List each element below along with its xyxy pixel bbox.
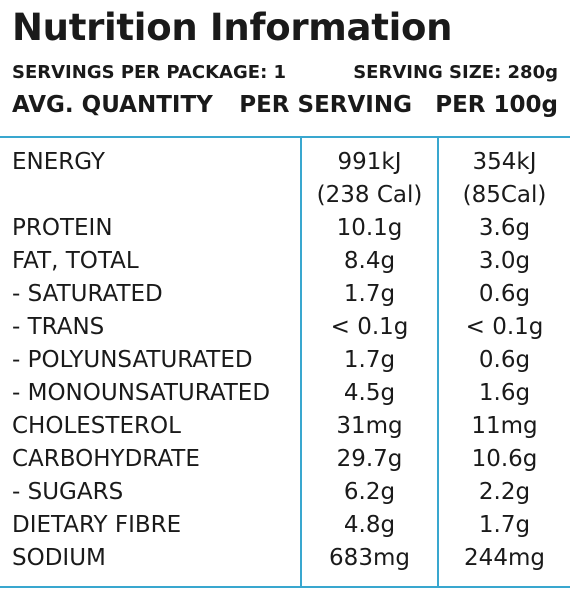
nutrient-name: - TRANS	[12, 314, 105, 340]
per-100g-value: 0.6g	[478, 281, 531, 307]
per-serving-value: 1.7g	[343, 281, 396, 307]
table-row: DIETARY FIBRE 4.8g 1.7g	[0, 509, 570, 542]
energy-100g-cal: (85Cal)	[462, 182, 547, 208]
nutrient-name: DIETARY FIBRE	[12, 512, 182, 538]
nutrient-name: - SATURATED	[12, 281, 163, 307]
nutrient-name: ENERGY	[12, 149, 105, 175]
per-serving-value: 29.7g	[336, 446, 403, 472]
table-row: CHOLESTEROL 31mg 11mg	[0, 410, 570, 443]
table-row: PROTEIN 10.1g 3.6g	[0, 212, 570, 245]
nutrient-name: CARBOHYDRATE	[12, 446, 200, 472]
table-row: - SATURATED 1.7g 0.6g	[0, 278, 570, 311]
per-100g-value: < 0.1g	[465, 314, 544, 340]
per-100g-value: 3.0g	[478, 248, 531, 274]
servings-per-package: SERVINGS PER PACKAGE: 1	[12, 62, 287, 83]
column-header-per-100g: PER 100g	[435, 92, 558, 118]
energy-100g-kj: 354kJ	[472, 149, 537, 175]
per-serving-value: 10.1g	[336, 215, 403, 241]
table-row: FAT, TOTAL 8.4g 3.0g	[0, 245, 570, 278]
nutrient-name: PROTEIN	[12, 215, 113, 241]
per-serving-value: 1.7g	[343, 347, 396, 373]
column-header-quantity: AVG. QUANTITY	[12, 92, 213, 118]
table-row: - TRANS < 0.1g < 0.1g	[0, 311, 570, 344]
per-serving-value: 4.8g	[343, 512, 396, 538]
per-serving-value: 991kJ (238 Cal)	[302, 146, 437, 212]
serving-size: SERVING SIZE: 280g	[353, 62, 558, 83]
per-100g-value: 354kJ (85Cal)	[439, 146, 570, 212]
nutrient-table: ENERGY 991kJ (238 Cal) 354kJ (85Cal) PRO…	[0, 146, 570, 575]
nutrient-name: CHOLESTEROL	[12, 413, 181, 439]
table-row: - SUGARS 6.2g 2.2g	[0, 476, 570, 509]
nutrient-name: SODIUM	[12, 545, 106, 571]
per-100g-value: 1.7g	[478, 512, 531, 538]
per-100g-value: 10.6g	[471, 446, 538, 472]
per-serving-value: 31mg	[336, 413, 403, 439]
nutrient-name: FAT, TOTAL	[12, 248, 139, 274]
table-row: CARBOHYDRATE 29.7g 10.6g	[0, 443, 570, 476]
column-divider-2	[437, 138, 439, 586]
bottom-divider	[0, 586, 570, 588]
per-100g-value: 11mg	[471, 413, 538, 439]
column-header-per-serving: PER SERVING	[239, 92, 412, 118]
table-row-energy: ENERGY 991kJ (238 Cal) 354kJ (85Cal)	[0, 146, 570, 212]
per-serving-value: 683mg	[329, 545, 410, 571]
column-divider-1	[300, 138, 302, 586]
energy-serving-kj: 991kJ	[337, 149, 402, 175]
panel-title: Nutrition Information	[12, 6, 453, 49]
top-divider	[0, 136, 570, 138]
per-serving-value: 4.5g	[343, 380, 396, 406]
nutrient-name: - POLYUNSATURATED	[12, 347, 253, 373]
per-100g-value: 1.6g	[478, 380, 531, 406]
per-100g-value: 2.2g	[478, 479, 531, 505]
per-100g-value: 0.6g	[478, 347, 531, 373]
per-100g-value: 3.6g	[478, 215, 531, 241]
energy-serving-cal: (238 Cal)	[316, 182, 423, 208]
per-100g-value: 244mg	[464, 545, 545, 571]
per-serving-value: < 0.1g	[330, 314, 409, 340]
nutrient-name: - MONOUNSATURATED	[12, 380, 271, 406]
table-row: - MONOUNSATURATED 4.5g 1.6g	[0, 377, 570, 410]
per-serving-value: 6.2g	[343, 479, 396, 505]
nutrient-name: - SUGARS	[12, 479, 124, 505]
table-row: - POLYUNSATURATED 1.7g 0.6g	[0, 344, 570, 377]
per-serving-value: 8.4g	[343, 248, 396, 274]
table-row: SODIUM 683mg 244mg	[0, 542, 570, 575]
